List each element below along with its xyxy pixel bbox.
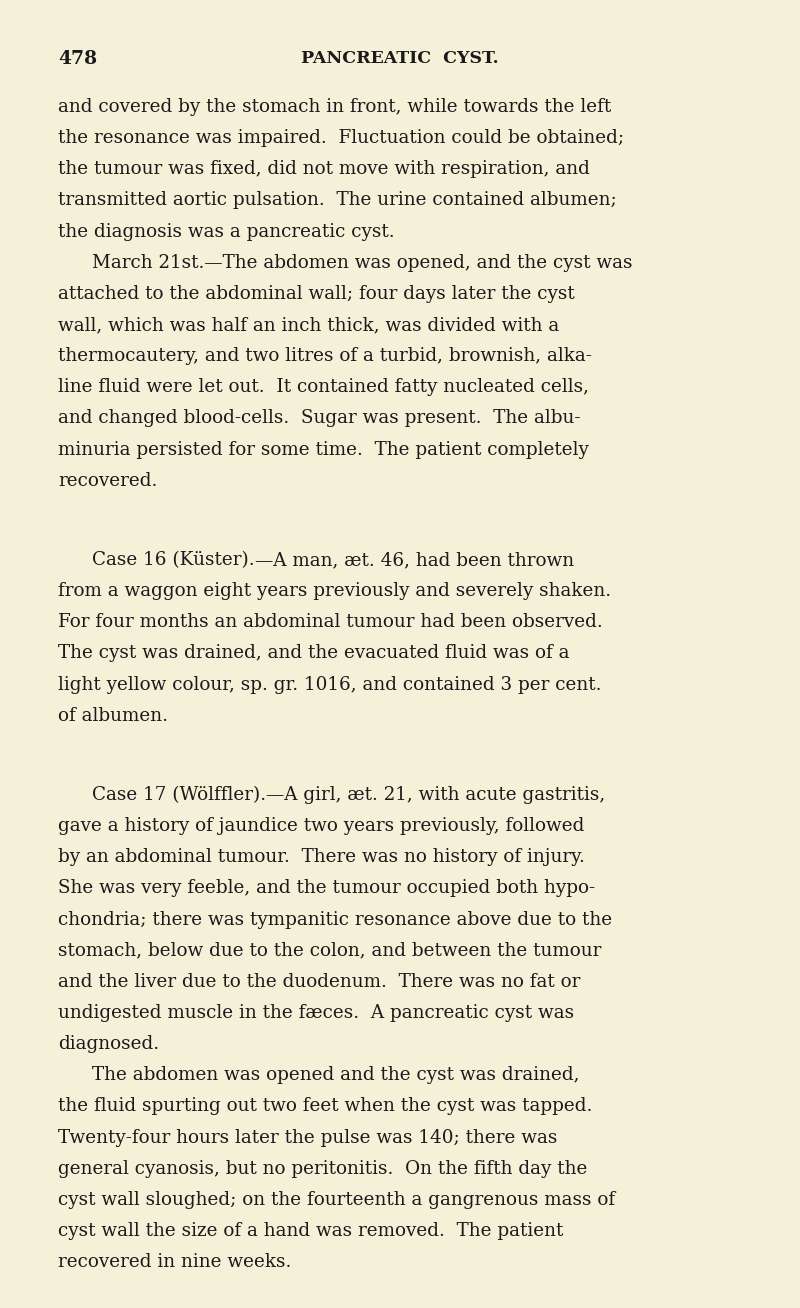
Text: the fluid spurting out two feet when the cyst was tapped.: the fluid spurting out two feet when the… bbox=[58, 1097, 593, 1116]
Text: gave a history of jaundice two years previously, followed: gave a history of jaundice two years pre… bbox=[58, 818, 585, 836]
Text: March 21st.—The abdomen was opened, and the cyst was: March 21st.—The abdomen was opened, and … bbox=[92, 254, 633, 272]
Text: Twenty-four hours later the pulse was 140; there was: Twenty-four hours later the pulse was 14… bbox=[58, 1129, 558, 1147]
Text: She was very feeble, and the tumour occupied both hypo-: She was very feeble, and the tumour occu… bbox=[58, 879, 595, 897]
Text: 478: 478 bbox=[58, 50, 98, 68]
Text: PANCREATIC  CYST.: PANCREATIC CYST. bbox=[301, 50, 499, 67]
Text: the diagnosis was a pancreatic cyst.: the diagnosis was a pancreatic cyst. bbox=[58, 222, 395, 241]
Text: —A girl, æt. 21, with acute gastritis,: —A girl, æt. 21, with acute gastritis, bbox=[266, 786, 606, 804]
Text: line fluid were let out.  It contained fatty nucleated cells,: line fluid were let out. It contained fa… bbox=[58, 378, 590, 396]
Text: chondria; there was tympanitic resonance above due to the: chondria; there was tympanitic resonance… bbox=[58, 910, 613, 929]
Text: —A man, æt. 46, had been thrown: —A man, æt. 46, had been thrown bbox=[254, 551, 574, 569]
Text: recovered.: recovered. bbox=[58, 472, 158, 489]
Text: cyst wall sloughed; on the fourteenth a gangrenous mass of: cyst wall sloughed; on the fourteenth a … bbox=[58, 1190, 615, 1209]
Text: wall, which was half an inch thick, was divided with a: wall, which was half an inch thick, was … bbox=[58, 317, 560, 334]
Text: and covered by the stomach in front, while towards the left: and covered by the stomach in front, whi… bbox=[58, 98, 612, 116]
Text: diagnosed.: diagnosed. bbox=[58, 1035, 159, 1053]
Text: the tumour was fixed, did not move with respiration, and: the tumour was fixed, did not move with … bbox=[58, 161, 590, 178]
Text: recovered in nine weeks.: recovered in nine weeks. bbox=[58, 1253, 292, 1271]
Text: and the liver due to the duodenum.  There was no fat or: and the liver due to the duodenum. There… bbox=[58, 973, 581, 991]
Text: Case 17 (Wölffler).: Case 17 (Wölffler). bbox=[92, 786, 266, 804]
Text: undigested muscle in the fæces.  A pancreatic cyst was: undigested muscle in the fæces. A pancre… bbox=[58, 1005, 574, 1022]
Text: of albumen.: of albumen. bbox=[58, 706, 169, 725]
Text: attached to the abdominal wall; four days later the cyst: attached to the abdominal wall; four day… bbox=[58, 285, 575, 303]
Text: stomach, below due to the colon, and between the tumour: stomach, below due to the colon, and bet… bbox=[58, 942, 602, 960]
Text: light yellow colour, sp. gr. 1016, and contained 3 per cent.: light yellow colour, sp. gr. 1016, and c… bbox=[58, 675, 602, 693]
Text: by an abdominal tumour.  There was no history of injury.: by an abdominal tumour. There was no his… bbox=[58, 849, 586, 866]
Text: cyst wall the size of a hand was removed.  The patient: cyst wall the size of a hand was removed… bbox=[58, 1222, 564, 1240]
Text: minuria persisted for some time.  The patient completely: minuria persisted for some time. The pat… bbox=[58, 441, 590, 459]
Text: For four months an abdominal tumour had been observed.: For four months an abdominal tumour had … bbox=[58, 613, 603, 632]
Text: thermocautery, and two litres of a turbid, brownish, alka-: thermocautery, and two litres of a turbi… bbox=[58, 347, 592, 365]
Text: transmitted aortic pulsation.  The urine contained albumen;: transmitted aortic pulsation. The urine … bbox=[58, 191, 617, 209]
Text: The abdomen was opened and the cyst was drained,: The abdomen was opened and the cyst was … bbox=[92, 1066, 579, 1084]
Text: the resonance was impaired.  Fluctuation could be obtained;: the resonance was impaired. Fluctuation … bbox=[58, 129, 625, 148]
Text: Case 16 (Küster).: Case 16 (Küster). bbox=[92, 551, 254, 569]
Text: and changed blood-cells.  Sugar was present.  The albu-: and changed blood-cells. Sugar was prese… bbox=[58, 409, 581, 428]
Text: general cyanosis, but no peritonitis.  On the fifth day the: general cyanosis, but no peritonitis. On… bbox=[58, 1160, 588, 1177]
Text: from a waggon eight years previously and severely shaken.: from a waggon eight years previously and… bbox=[58, 582, 611, 600]
Text: The cyst was drained, and the evacuated fluid was of a: The cyst was drained, and the evacuated … bbox=[58, 645, 570, 662]
